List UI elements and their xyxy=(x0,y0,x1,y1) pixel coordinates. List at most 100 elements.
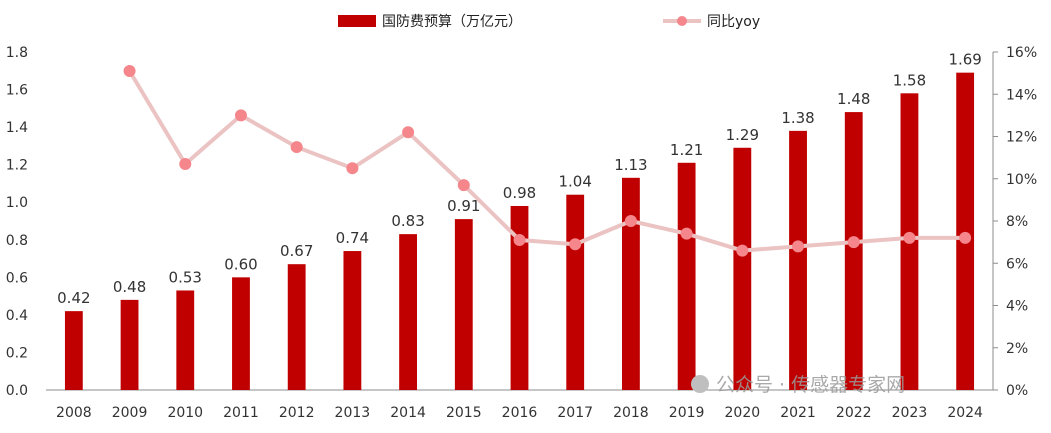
x-tick-label: 2022 xyxy=(836,405,872,421)
y-right-tick-label: 10% xyxy=(1006,172,1037,188)
legend-label-bar: 国防费预算（万亿元） xyxy=(382,14,522,30)
x-tick-label: 2021 xyxy=(780,405,816,421)
bar xyxy=(956,72,975,391)
bar xyxy=(844,112,863,390)
yoy-line-series xyxy=(123,65,972,257)
bar-value-labels: 0.42 0.48 0.53 0.60 0.67 0.74 0.83 0.91 0.98 1.04… xyxy=(57,51,982,307)
bar-value-label: 0.74 xyxy=(336,229,369,247)
bar-value-label: 1.21 xyxy=(670,141,703,159)
yoy-point xyxy=(847,236,860,249)
x-tick-label: 2012 xyxy=(279,405,315,421)
yoy-point xyxy=(736,244,749,257)
y-right-tick-label: 2% xyxy=(1006,341,1028,357)
watermark-logo-icon xyxy=(691,375,709,393)
y-left-tick-label: 0.2 xyxy=(6,345,28,361)
y-left-tick-label: 1.6 xyxy=(6,83,28,99)
yoy-point xyxy=(123,65,136,78)
x-tick-label: 2015 xyxy=(446,405,482,421)
yoy-point xyxy=(179,157,192,170)
y-right-tick-label: 0% xyxy=(1006,383,1028,399)
x-tick-label: 2020 xyxy=(725,405,761,421)
bar-value-label: 1.69 xyxy=(948,51,981,69)
yoy-line xyxy=(127,69,968,253)
bar-value-label: 1.13 xyxy=(614,156,647,174)
yoy-point xyxy=(792,240,805,253)
x-tick-label: 2010 xyxy=(167,405,203,421)
yoy-point xyxy=(624,215,637,227)
y-right-tick-label: 16% xyxy=(1006,45,1037,61)
axes: 0.0 0.2 0.4 0.6 0.8 1.0 1.2 1.4 1.6 1.8 0% 2% 4% 6% 8%… xyxy=(6,45,1037,421)
bar xyxy=(343,251,362,390)
bar-value-label: 0.98 xyxy=(503,184,536,202)
x-tick-label: 2023 xyxy=(892,405,928,421)
yoy-point xyxy=(680,227,693,240)
bar-value-label: 1.58 xyxy=(893,71,926,89)
bar-value-label: 0.60 xyxy=(224,255,257,273)
bar xyxy=(399,234,418,390)
y-left-tick-label: 0.4 xyxy=(6,308,28,324)
bar xyxy=(64,311,83,390)
yoy-point xyxy=(234,109,247,122)
y-left-tick-label: 1.2 xyxy=(6,158,28,174)
bar-value-label: 1.04 xyxy=(559,173,592,191)
bar xyxy=(120,299,139,390)
legend: 国防费预算（万亿元） 同比yoy xyxy=(338,14,760,30)
y-left-tick-label: 0.0 xyxy=(6,383,28,399)
y-left-tick-label: 0.8 xyxy=(6,233,28,249)
watermark-text: 公众号 · 传感器专家网 xyxy=(716,374,905,396)
bar xyxy=(733,147,752,390)
bar-value-label: 0.53 xyxy=(169,268,202,286)
x-tick-label: 2013 xyxy=(335,405,371,421)
x-tick-label: 2017 xyxy=(557,405,593,421)
x-tick-label: 2011 xyxy=(223,405,259,421)
bar xyxy=(232,277,250,390)
y-right-tick-label: 8% xyxy=(1006,214,1028,230)
bar-value-label: 1.48 xyxy=(837,90,870,108)
bar-value-label: 0.48 xyxy=(113,278,146,296)
yoy-point xyxy=(959,231,972,244)
bar xyxy=(677,162,696,390)
bar xyxy=(287,264,306,390)
y-left-tick-label: 1.4 xyxy=(6,120,28,136)
y-right-tick-label: 4% xyxy=(1006,299,1028,315)
x-tick-label: 2009 xyxy=(112,405,148,421)
bar-value-label: 0.83 xyxy=(391,212,424,230)
yoy-point xyxy=(290,141,303,154)
x-tick-label: 2024 xyxy=(947,405,983,421)
x-tick-label: 2014 xyxy=(390,405,426,421)
bar-value-label: 0.67 xyxy=(280,242,313,260)
bar xyxy=(789,130,807,390)
y-right-tick-label: 6% xyxy=(1006,256,1028,272)
bar xyxy=(510,205,529,390)
y-left-tick-label: 1.8 xyxy=(6,45,28,61)
bar-series xyxy=(64,72,975,391)
y-right-tick-label: 14% xyxy=(1006,87,1037,103)
bar xyxy=(454,219,473,390)
x-tick-label: 2018 xyxy=(613,405,649,421)
x-tick-label: 2019 xyxy=(669,405,705,421)
bar-value-label: 0.42 xyxy=(57,289,90,307)
yoy-point xyxy=(569,238,582,251)
y-left-tick-label: 0.6 xyxy=(6,270,28,286)
yoy-point xyxy=(903,231,916,244)
yoy-point xyxy=(402,126,415,139)
x-tick-label: 2008 xyxy=(56,405,92,421)
yoy-point xyxy=(457,179,470,192)
watermark: 公众号 · 传感器专家网 xyxy=(691,374,905,396)
y-right-tick-label: 12% xyxy=(1006,130,1037,146)
legend-swatch-marker xyxy=(677,16,687,26)
x-tick-label: 2016 xyxy=(502,405,538,421)
bar-value-label: 1.29 xyxy=(726,126,759,144)
legend-swatch-bar xyxy=(338,15,376,27)
bar-value-label: 1.38 xyxy=(781,109,814,127)
yoy-point xyxy=(346,162,359,175)
yoy-point xyxy=(513,234,526,247)
bar xyxy=(621,177,640,390)
legend-label-line: 同比yoy xyxy=(707,14,760,30)
bar xyxy=(176,290,195,390)
bar xyxy=(566,194,585,390)
y-left-tick-label: 1.0 xyxy=(6,195,28,211)
bar-value-label: 0.91 xyxy=(447,197,480,215)
